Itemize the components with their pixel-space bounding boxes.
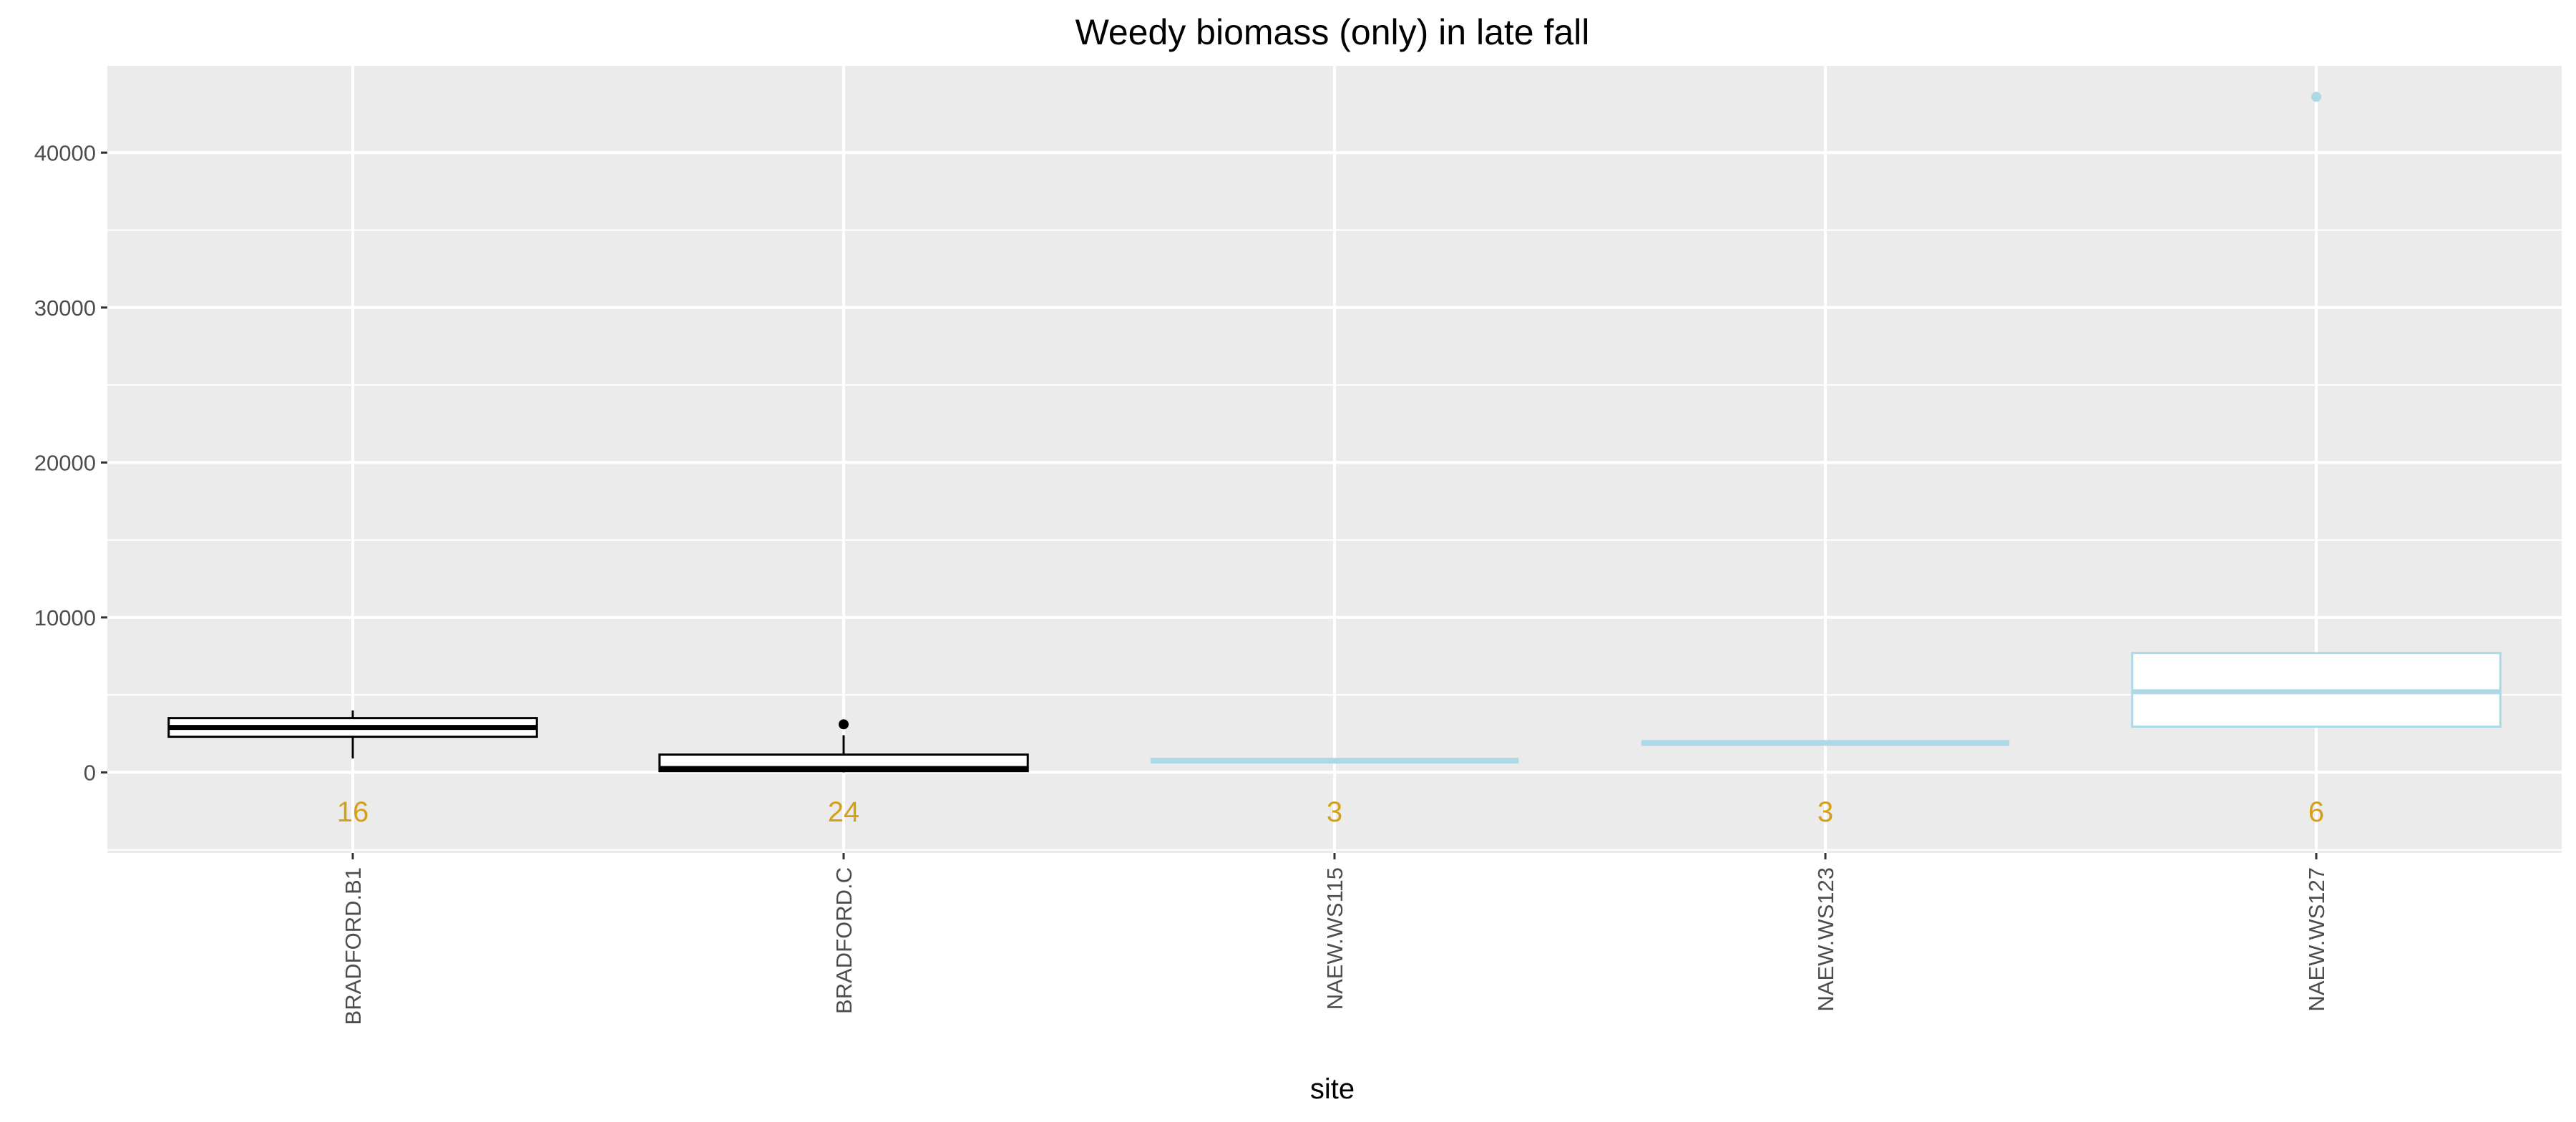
x-axis: BRADFORD.B1 BRADFORD.C NAEW.WS115 NAEW.WS12… xyxy=(341,853,2329,1025)
x-axis-label: site xyxy=(1310,1073,1355,1105)
x-tick-label: NAEW.WS127 xyxy=(2304,867,2329,1012)
y-tick-label: 10000 xyxy=(34,605,96,630)
x-tick-label: BRADFORD.B1 xyxy=(341,867,366,1025)
box-bradford-b1 xyxy=(167,710,538,758)
x-tick-label: NAEW.WS123 xyxy=(1813,867,1838,1012)
y-tick-label: 30000 xyxy=(34,296,96,321)
outlier-point xyxy=(839,719,849,730)
chart-title: Weedy biomass (only) in late fall xyxy=(1075,12,1590,52)
count-label: 3 xyxy=(1327,796,1342,828)
y-axis: 0 10000 20000 30000 40000 xyxy=(34,140,107,785)
count-label: 6 xyxy=(2308,796,2324,828)
y-tick-label: 40000 xyxy=(34,140,96,165)
count-label: 16 xyxy=(337,796,369,828)
box-naew-ws127 xyxy=(2131,92,2502,728)
count-label: 3 xyxy=(1818,796,1833,828)
count-label: 24 xyxy=(828,796,860,828)
x-tick-label: NAEW.WS115 xyxy=(1322,867,1347,1010)
y-tick-label: 0 xyxy=(84,760,96,785)
x-tick-label: BRADFORD.C xyxy=(831,867,857,1014)
y-tick-label: 20000 xyxy=(34,450,96,475)
box-series xyxy=(167,92,2502,773)
box-bradford-c xyxy=(658,719,1029,773)
count-labels: 16 24 3 3 6 xyxy=(337,796,2324,828)
outlier-point xyxy=(2311,92,2321,102)
